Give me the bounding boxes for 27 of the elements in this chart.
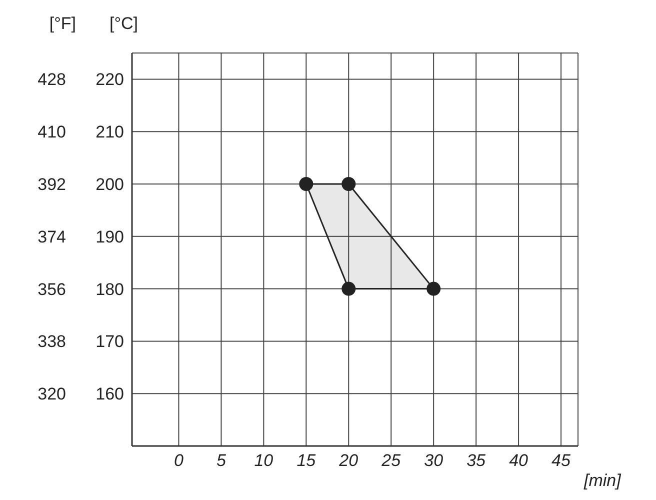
y2-tick-label: 338 xyxy=(38,332,66,352)
y-tick-label: 210 xyxy=(96,122,124,142)
y2-tick-label: 428 xyxy=(38,70,66,90)
x-axis-title: [min] xyxy=(583,471,622,490)
y2-tick-label: 356 xyxy=(38,280,66,299)
y-tick-label: 220 xyxy=(96,70,124,90)
x-tick-label: 0 xyxy=(174,451,184,470)
y2-tick-label: 320 xyxy=(38,384,66,404)
y-axis-title: [°C] xyxy=(109,14,138,34)
y-tick-label: 190 xyxy=(96,227,124,246)
x-tick-label: 5 xyxy=(216,451,226,470)
x-tick-label: 20 xyxy=(338,451,359,470)
x-tick-label: 40 xyxy=(509,451,529,470)
y2-tick-label: 374 xyxy=(38,227,66,246)
y-tick-label: 180 xyxy=(96,280,124,299)
x-tick-label: 30 xyxy=(424,451,444,470)
y2-tick-label: 392 xyxy=(38,175,66,194)
y2-axis-title: [°F] xyxy=(49,14,76,34)
x-tick-label: 35 xyxy=(466,451,486,470)
x-tick-label: 10 xyxy=(254,451,274,470)
y-tick-label: 200 xyxy=(96,175,124,194)
x-tick-label: 15 xyxy=(296,451,316,470)
y-tick-label: 160 xyxy=(96,384,124,404)
x-tick-label: 45 xyxy=(552,451,572,470)
x-tick-label: 25 xyxy=(380,451,402,470)
y-tick-label: 170 xyxy=(96,332,124,352)
y2-tick-label: 410 xyxy=(38,122,66,142)
